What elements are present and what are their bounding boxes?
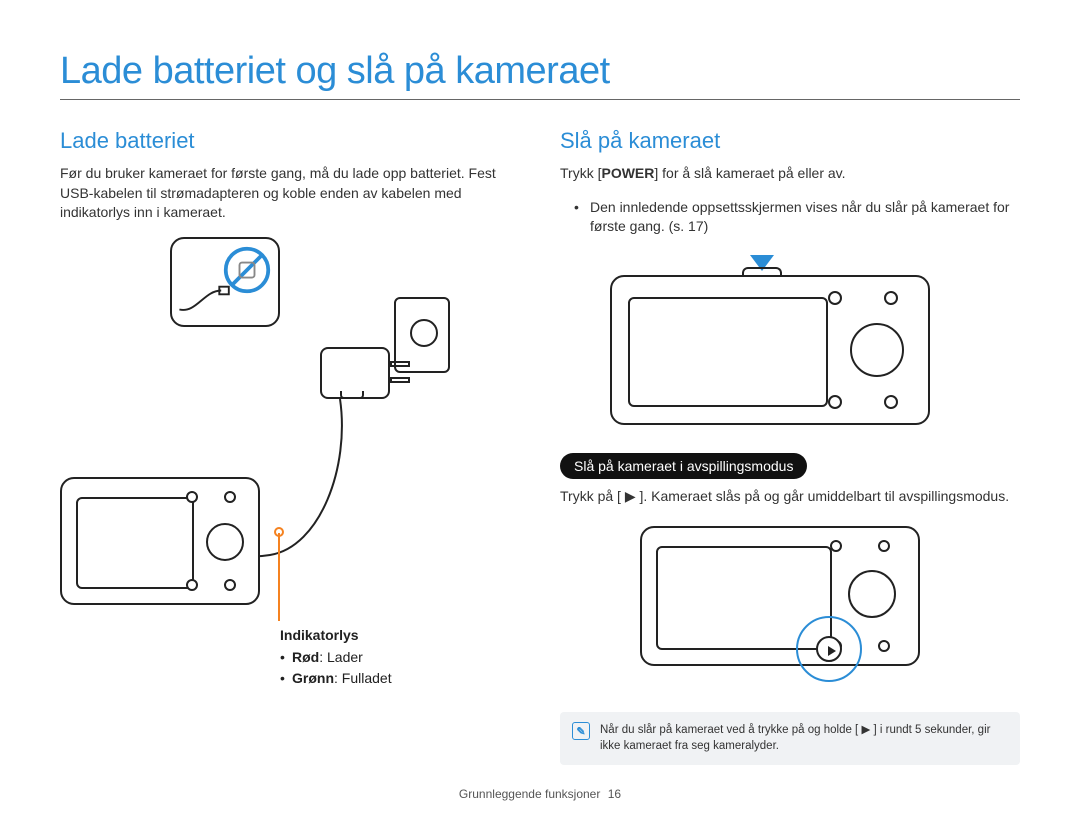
indicator-list: Rød: Lader Grønn: Fulladet [280,647,520,689]
indicator-pointer [278,533,280,621]
footer: Grunnleggende funksjoner 16 [0,787,1080,801]
note-text: Når du slår på kameraet ved å trykke på … [600,722,1008,754]
right-bullets: Den innledende oppsettsskjermen vises nå… [578,198,1020,237]
right-section-title: Slå på kameraet [560,128,1020,154]
note-icon: ✎ [572,722,590,740]
left-section-title: Lade batteriet [60,128,520,154]
indicator-heading: Indikatorlys [280,627,520,643]
camera-back-icon [610,275,930,425]
indicator-item: Grønn: Fulladet [280,668,520,689]
camera-back-icon [60,477,260,605]
callout-bubble [170,237,280,327]
bullet-item: Den innledende oppsettsskjermen vises nå… [578,198,1020,237]
page-number: 16 [608,787,621,801]
cable-icon [176,281,236,319]
right-column: Slå på kameraet Trykk [POWER] for å slå … [560,128,1020,765]
note-box: ✎ Når du slår på kameraet ved å trykke p… [560,712,1020,764]
playback-mode-pill: Slå på kameraet i avspillingsmodus [560,453,807,479]
page-title: Lade batteriet og slå på kameraet [60,50,1020,100]
left-column: Lade batteriet Før du bruker kameraet fo… [60,128,520,765]
footer-section: Grunnleggende funksjoner [459,787,600,801]
playback-text: Trykk på [ ▶ ]. Kameraet slås på og går … [560,487,1020,507]
playback-illustration [560,520,1020,690]
indicator-item: Rød: Lader [280,647,520,668]
power-on-illustration [560,253,1020,433]
indicator-dot [274,527,284,537]
camera-back-icon [640,526,920,666]
indicator-block: Indikatorlys Rød: Lader Grønn: Fulladet [280,627,520,689]
left-body-text: Før du bruker kameraet for første gang, … [60,164,520,223]
charging-illustration [60,237,520,617]
columns: Lade batteriet Før du bruker kameraet fo… [60,128,1020,765]
right-body-text: Trykk [POWER] for å slå kameraet på elle… [560,164,1020,184]
